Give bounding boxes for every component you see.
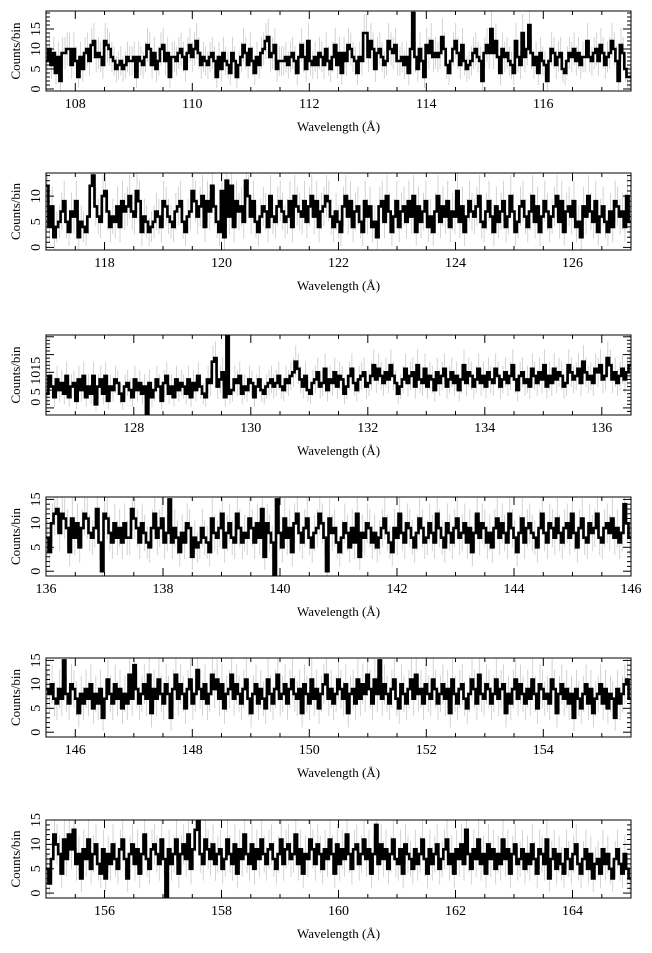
- x-tick-label: 126: [562, 256, 583, 271]
- y-tick-label: 15: [29, 653, 44, 667]
- y-tick-label: 15: [29, 492, 44, 506]
- chart-panel-4: 136 138 140 142 144 146 0 5 10 15 Wavelength (Å) Co…: [8, 492, 642, 619]
- x-axis-label: Wavelength (Å): [297, 765, 380, 780]
- x-tick-label: 110: [182, 97, 202, 112]
- y-tick-label: 5: [29, 865, 44, 872]
- spectrum-series-line: [46, 335, 631, 415]
- y-tick-label: 15: [29, 813, 44, 827]
- x-tick-label: 140: [270, 582, 291, 597]
- x-tick-label: 146: [65, 743, 86, 758]
- x-tick-label: 142: [387, 582, 408, 597]
- y-axis-label: Counts/bin: [8, 668, 23, 726]
- y-axis-label: Counts/bin: [8, 22, 23, 80]
- x-tick-label: 114: [416, 97, 436, 112]
- y-axis-label: Counts/bin: [8, 830, 23, 888]
- x-tick-label: 138: [153, 582, 174, 597]
- x-tick-label: 124: [445, 256, 466, 271]
- y-tick-label: 0: [29, 244, 44, 251]
- y-tick-label: 0: [29, 729, 44, 736]
- spectrum-series-line: [46, 174, 631, 239]
- y-tick-label: 5: [29, 705, 44, 712]
- x-tick-label: 152: [416, 743, 437, 758]
- x-tick-label: 136: [36, 582, 57, 597]
- y-tick-label: 0: [29, 86, 44, 93]
- x-tick-label: 108: [65, 97, 86, 112]
- x-axis-label: Wavelength (Å): [297, 119, 380, 134]
- chart-panel-5: 146 148 150 152 154 0 5 10 15 Wavelength (Å) Count…: [8, 653, 632, 780]
- y-axis-label: Counts/bin: [8, 507, 23, 565]
- chart-panel-2: 118 120 122 124 126 0 5 10 Wavelength (Å) Counts/…: [8, 172, 632, 293]
- x-tick-label: 148: [182, 743, 203, 758]
- x-tick-label: 120: [211, 256, 232, 271]
- y-tick-label: 0: [29, 568, 44, 575]
- spectrum-series-line: [46, 498, 631, 576]
- chart-panel-1: 108 110 112 114 116 0 5 10 15 Wavelength (Å) Count…: [8, 10, 632, 134]
- x-tick-label: 116: [533, 97, 553, 112]
- spectrum-series-line: [46, 820, 631, 898]
- x-tick-label: 154: [533, 743, 554, 758]
- y-tick-label: 5: [29, 544, 44, 551]
- x-tick-label: 112: [299, 97, 319, 112]
- x-tick-label: 160: [328, 904, 349, 919]
- x-tick-label: 134: [474, 421, 495, 436]
- y-tick-label: 0: [29, 890, 44, 897]
- y-tick-label: 10: [29, 837, 44, 851]
- y-tick-label: 10: [29, 189, 44, 203]
- y-tick-label: 5: [29, 218, 44, 225]
- x-tick-label: 118: [94, 256, 114, 271]
- x-axis-label: Wavelength (Å): [297, 278, 380, 293]
- y-axis-label: Counts/bin: [8, 346, 23, 404]
- y-tick-label: 0 5 1015: [29, 357, 44, 406]
- x-tick-label: 156: [94, 904, 115, 919]
- chart-panel-6: 156 158 160 162 164 0 5 10 15 Wavelength (Å) Count…: [8, 813, 632, 941]
- x-tick-label: 150: [299, 743, 320, 758]
- x-tick-label: 128: [123, 421, 144, 436]
- y-tick-label: 10: [29, 42, 44, 56]
- y-tick-label: 5: [29, 66, 44, 73]
- x-tick-label: 146: [621, 582, 642, 597]
- spectrum-series-line: [46, 659, 631, 720]
- x-tick-label: 132: [357, 421, 378, 436]
- chart-panel-3: 128 130 132 134 136 0 5 1015 Wavelength (Å) Cou…: [8, 334, 632, 458]
- y-axis-label: Counts/bin: [8, 182, 23, 240]
- y-tick-label: 10: [29, 516, 44, 530]
- spectrum-series-line: [46, 11, 631, 83]
- y-tick-label: 10: [29, 677, 44, 691]
- x-tick-label: 162: [445, 904, 466, 919]
- x-tick-label: 164: [562, 904, 583, 919]
- x-tick-label: 144: [504, 582, 525, 597]
- x-tick-label: 130: [240, 421, 261, 436]
- x-tick-label: 122: [328, 256, 349, 271]
- x-axis-label: Wavelength (Å): [297, 604, 380, 619]
- y-tick-label: 15: [29, 22, 44, 36]
- x-axis-label: Wavelength (Å): [297, 926, 380, 941]
- x-axis-label: Wavelength (Å): [297, 443, 380, 458]
- x-tick-label: 136: [591, 421, 612, 436]
- x-tick-label: 158: [211, 904, 232, 919]
- plot-frame: [45, 10, 632, 92]
